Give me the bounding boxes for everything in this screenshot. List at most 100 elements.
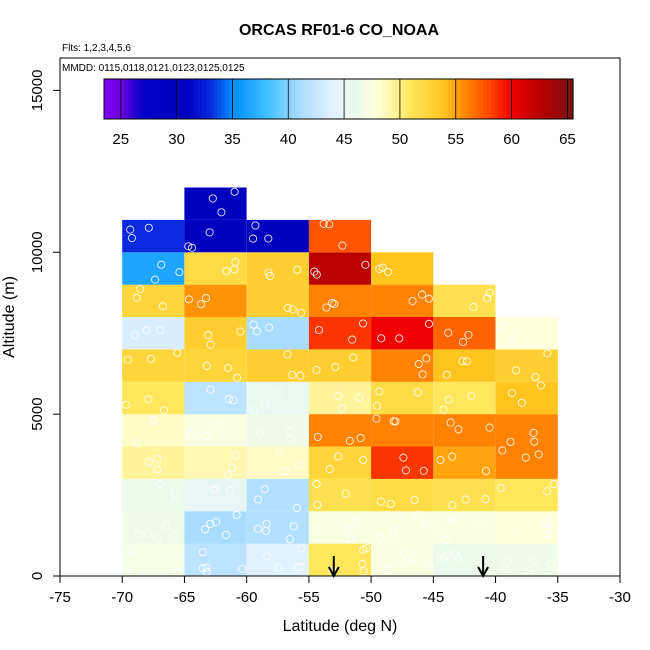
colorbar-segment [530, 79, 535, 119]
observation-point [296, 308, 306, 317]
observation-point [230, 187, 239, 196]
observation-point [383, 267, 392, 276]
colorbar-segment [119, 79, 125, 119]
colorbar-segment [326, 79, 332, 119]
colorbar-segment [483, 79, 488, 119]
observation-point [372, 414, 381, 423]
observation-point [446, 418, 455, 427]
colorbar-frame [103, 78, 574, 120]
observation-point [265, 271, 274, 280]
observation-point [224, 395, 233, 404]
observation-point [224, 363, 233, 373]
colorbar [103, 78, 574, 120]
x-tick-label: -60 [236, 589, 258, 606]
colorbar-segment [385, 79, 390, 119]
observation-point [343, 524, 352, 533]
colorbar-segment [342, 79, 347, 119]
observation-point [444, 395, 453, 404]
observation-point [156, 479, 165, 488]
observation-point [255, 428, 264, 437]
observation-point [262, 519, 271, 528]
observation-point [434, 524, 443, 533]
colorbar-tick-label: 30 [168, 131, 185, 148]
observation-point [517, 398, 526, 407]
colorbar-segment [393, 79, 398, 119]
colorbar-segment [451, 79, 457, 119]
colorbar-segment [279, 79, 285, 119]
observation-point [285, 535, 294, 544]
observation-point [436, 455, 445, 465]
observation-point [212, 517, 221, 526]
observation-point [331, 362, 340, 372]
colorbar-segment [104, 79, 109, 119]
colorbar-segment [479, 79, 484, 119]
colorbar-tick-label: 45 [336, 131, 353, 148]
heatmap-cell [308, 446, 372, 479]
colorbar-segment [561, 79, 566, 119]
observation-point [448, 501, 457, 510]
observation-point [280, 467, 290, 476]
observation-point [341, 489, 350, 498]
observation-point [508, 335, 517, 344]
observation-point [334, 452, 343, 461]
colorbar-segment [123, 79, 129, 119]
heatmap-cell [433, 317, 496, 350]
observation-point [422, 354, 431, 363]
colorbar-segment [291, 79, 297, 119]
observation-point [253, 524, 262, 533]
colorbar-segment [166, 79, 172, 119]
observation-point [372, 401, 382, 410]
observation-point [359, 455, 368, 464]
observation-point [200, 525, 210, 534]
observation-point [144, 223, 153, 232]
colorbar-segment [401, 79, 406, 119]
observation-point [161, 521, 171, 530]
colorbar-segment [436, 79, 441, 119]
colorbar-tick-label: 35 [224, 131, 241, 148]
heatmap-cell [371, 414, 434, 447]
colorbar-segment [459, 79, 465, 119]
observation-point [296, 371, 305, 380]
heatmap-cell [371, 349, 434, 382]
colorbar-segment [502, 79, 508, 119]
heatmap-cell [433, 284, 496, 317]
heatmap-cell [308, 284, 372, 317]
observation-point [260, 401, 270, 410]
observation-point [549, 480, 558, 489]
observation-point [253, 495, 262, 504]
observation-point [217, 208, 226, 217]
observation-point [543, 530, 552, 539]
heatmap-cell [184, 414, 247, 447]
colorbar-tick-label: 25 [112, 131, 129, 148]
observation-point [412, 510, 421, 520]
observation-point [198, 564, 207, 573]
heatmap-cell [433, 381, 496, 415]
heatmap-cell [308, 381, 372, 415]
colorbar-segment [225, 79, 230, 119]
heatmap-cell [308, 478, 372, 512]
observation-point [346, 535, 355, 544]
observation-point [512, 327, 521, 336]
observation-point [142, 326, 151, 335]
observation-point [444, 328, 453, 337]
colorbar-segment [518, 79, 523, 119]
heatmap-cell [184, 446, 247, 479]
heatmap-cell [122, 252, 185, 285]
observation-point [289, 522, 298, 531]
observation-point [418, 290, 427, 299]
observation-point [206, 385, 215, 394]
observation-point [389, 417, 398, 426]
date-annotation: MMDD: 0115,0118,0121,0123,0125,0125 [62, 63, 245, 74]
observation-point [503, 557, 512, 566]
observation-point [293, 563, 302, 572]
heatmap-cell [184, 187, 247, 220]
colorbar-segment [209, 79, 215, 119]
observation-point [313, 432, 322, 441]
heatmap-cell [184, 317, 247, 350]
x-tick-label: -75 [49, 589, 71, 606]
observation-point [226, 486, 235, 495]
colorbar-segment [256, 79, 261, 119]
colorbar-segment [514, 79, 519, 119]
observation-point [201, 294, 210, 303]
